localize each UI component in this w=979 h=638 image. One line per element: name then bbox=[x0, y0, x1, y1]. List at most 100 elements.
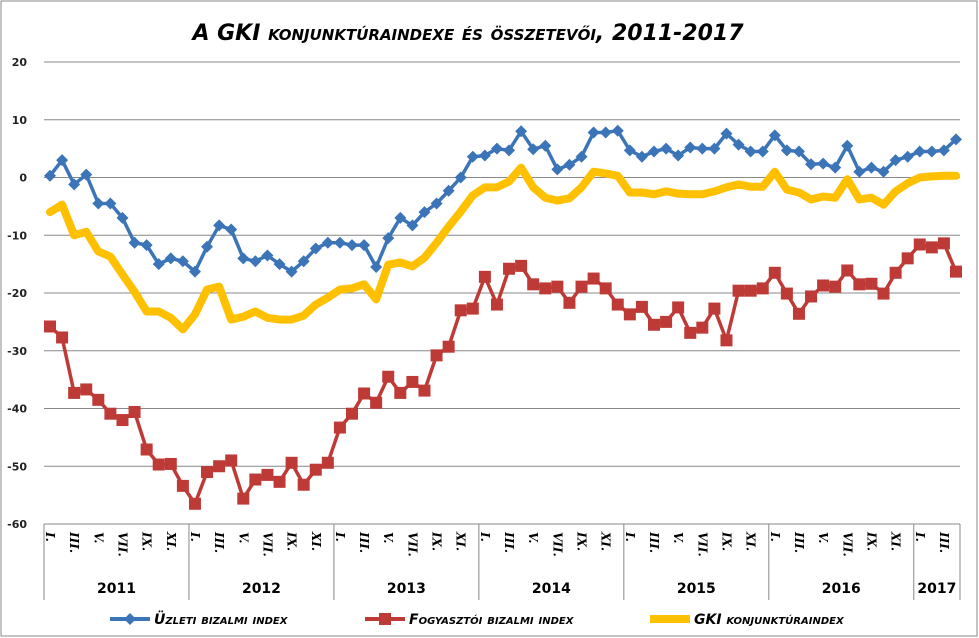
data-point-square bbox=[333, 421, 346, 434]
data-point-diamond bbox=[442, 184, 455, 197]
data-point-diamond bbox=[889, 154, 902, 167]
data-point-square bbox=[358, 387, 371, 400]
data-point-diamond bbox=[744, 145, 757, 158]
data-point-square bbox=[490, 298, 503, 311]
data-point-square bbox=[128, 405, 141, 418]
legend-item: Üzleti bizalmi index bbox=[110, 610, 289, 628]
data-point-square bbox=[176, 479, 189, 492]
year-label: 2014 bbox=[532, 581, 571, 597]
data-point-square bbox=[913, 238, 926, 251]
data-point-diamond bbox=[104, 197, 117, 210]
data-point-square bbox=[950, 265, 962, 278]
month-tick-label: VII. bbox=[260, 532, 274, 557]
data-point-diamond bbox=[128, 236, 141, 249]
month-tick-label: I. bbox=[188, 531, 202, 542]
data-point-square bbox=[768, 266, 781, 279]
data-point-diamond bbox=[684, 141, 697, 154]
data-point-diamond bbox=[490, 142, 503, 155]
data-point-diamond bbox=[176, 255, 189, 268]
data-point-diamond bbox=[261, 249, 274, 262]
data-point-square bbox=[865, 277, 878, 290]
data-point-diamond bbox=[950, 133, 962, 146]
month-tick-label: I. bbox=[768, 531, 782, 542]
data-point-square bbox=[346, 407, 358, 420]
month-tick-label: III. bbox=[502, 531, 516, 553]
month-tick-label: I. bbox=[478, 531, 492, 542]
data-point-square bbox=[213, 460, 226, 473]
month-tick-label: IX. bbox=[864, 531, 878, 551]
data-point-square bbox=[937, 237, 950, 250]
data-point-square bbox=[478, 270, 491, 283]
data-point-diamond bbox=[358, 239, 371, 252]
data-point-square bbox=[394, 386, 407, 399]
data-point-square bbox=[575, 280, 588, 293]
data-point-diamond bbox=[720, 127, 733, 140]
data-point-diamond bbox=[92, 197, 105, 210]
data-point-diamond bbox=[478, 149, 491, 162]
data-point-diamond bbox=[213, 219, 226, 232]
data-point-square bbox=[406, 375, 419, 388]
data-point-diamond bbox=[140, 239, 153, 252]
series-line--zleti-bizalmi-index bbox=[48, 128, 958, 274]
data-point-square bbox=[551, 280, 564, 293]
data-point-square bbox=[116, 414, 129, 427]
month-tick-label: V. bbox=[526, 532, 540, 543]
data-point-diamond bbox=[418, 206, 431, 219]
data-point-diamond bbox=[660, 142, 673, 155]
data-point-diamond bbox=[309, 242, 322, 255]
month-tick-label: V. bbox=[381, 532, 395, 543]
y-tick-label: -50 bbox=[7, 460, 27, 473]
data-point-square bbox=[430, 349, 443, 362]
legend-label: GKI konjunktúraindex bbox=[694, 612, 845, 628]
data-point-square bbox=[201, 466, 214, 479]
data-point-diamond bbox=[696, 142, 709, 155]
year-label: 2017 bbox=[917, 581, 956, 597]
month-tick-label: V. bbox=[236, 532, 250, 543]
data-point-diamond bbox=[116, 211, 129, 224]
month-tick-label: XI. bbox=[599, 531, 613, 551]
data-point-square bbox=[164, 457, 177, 470]
data-point-square bbox=[442, 340, 455, 353]
month-tick-label: I. bbox=[913, 531, 927, 542]
data-point-square bbox=[889, 266, 902, 279]
data-point-square bbox=[527, 278, 540, 291]
month-tick-label: VII. bbox=[550, 532, 564, 557]
data-point-diamond bbox=[273, 258, 286, 271]
data-point-square bbox=[925, 241, 938, 254]
year-label: 2016 bbox=[822, 581, 861, 597]
data-point-diamond bbox=[635, 150, 648, 163]
legend-label: Üzleti bizalmi index bbox=[154, 610, 289, 628]
month-tick-label: IX. bbox=[285, 531, 299, 551]
data-point-square bbox=[623, 308, 636, 321]
data-point-square bbox=[188, 497, 201, 510]
month-tick-label: VII. bbox=[115, 532, 129, 557]
data-point-diamond bbox=[853, 165, 866, 178]
data-point-square bbox=[853, 278, 866, 291]
data-point-diamond bbox=[527, 143, 540, 156]
y-tick-label: -20 bbox=[7, 287, 27, 300]
y-tick-label: -10 bbox=[7, 229, 27, 242]
data-point-square bbox=[901, 252, 914, 265]
data-point-diamond bbox=[623, 144, 636, 157]
data-point-square bbox=[817, 279, 830, 292]
data-point-square bbox=[841, 264, 854, 277]
data-point-square bbox=[140, 443, 153, 456]
month-tick-label: IX. bbox=[140, 531, 154, 551]
data-point-square bbox=[744, 284, 757, 297]
series-line-fogyaszt-i-bizalmi-index bbox=[48, 241, 958, 506]
data-point-diamond bbox=[515, 125, 528, 138]
data-point-diamond bbox=[466, 150, 479, 163]
data-point-diamond bbox=[297, 255, 310, 268]
data-point-square bbox=[877, 287, 890, 300]
y-tick-label: 0 bbox=[19, 172, 27, 185]
data-point-square bbox=[539, 282, 552, 295]
data-point-square bbox=[237, 492, 250, 505]
data-point-square bbox=[225, 454, 238, 467]
month-tick-label: IX. bbox=[430, 531, 444, 551]
data-point-diamond bbox=[68, 178, 81, 191]
month-tick-label: V. bbox=[91, 532, 105, 543]
month-tick-label: I. bbox=[333, 531, 347, 542]
month-tick-label: VII. bbox=[695, 532, 709, 557]
data-point-diamond bbox=[503, 144, 516, 157]
